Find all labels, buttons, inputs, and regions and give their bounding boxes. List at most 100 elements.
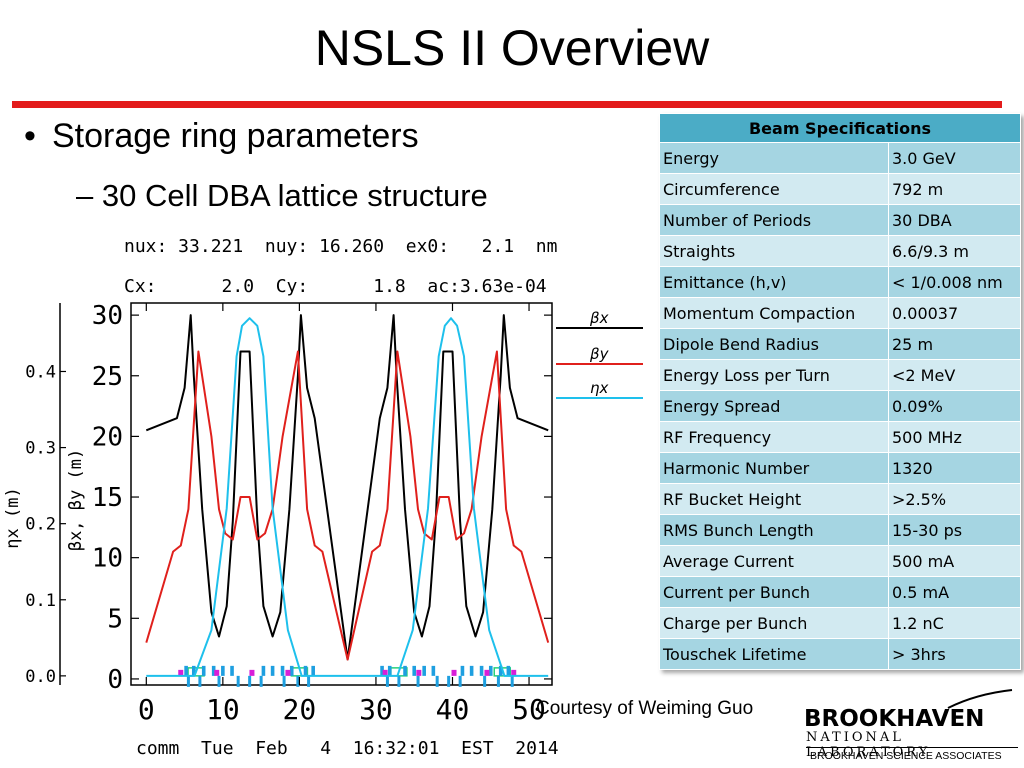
spec-value: 792 m — [888, 173, 1021, 205]
sextupole-marker — [178, 669, 184, 676]
spec-row: Average Current 500 mA — [659, 545, 1021, 577]
spec-param: Circumference — [659, 173, 889, 205]
legend-etax-label: ηx — [590, 379, 609, 397]
logo-swoosh-icon — [947, 689, 1013, 709]
spec-row: Momentum Compaction 0.00037 — [659, 297, 1021, 329]
spec-row: Energy Loss per Turn <2 MeV — [659, 359, 1021, 391]
lattice-function-chart: 0 5 10 15 20 25 30 0.0 0.1 0.2 0.3 0.4 0 10 20 30 40 50 ηx… — [3, 301, 643, 726]
eta-tick-label: 0.3 — [25, 439, 56, 459]
x-tick-label: 50 — [512, 693, 546, 726]
eta-axis-title: ηx (m) — [3, 487, 23, 548]
bullet-storage-ring: • Storage ring parameters — [24, 112, 419, 160]
eta-tick-label: 0.4 — [25, 362, 56, 382]
bpm-marker — [307, 675, 311, 687]
beam-spec-table: Beam Specifications Energy 3.0 GeV Circumf… — [659, 113, 1021, 670]
spec-param: Charge per Bunch — [659, 607, 889, 639]
spec-value: <2 MeV — [888, 359, 1021, 391]
spec-param: Average Current — [659, 545, 889, 577]
spec-value: 0.5 mA — [888, 576, 1021, 608]
spec-param: Energy Spread — [659, 390, 889, 422]
spec-value: 30 DBA — [888, 204, 1021, 236]
spec-value: 1320 — [888, 452, 1021, 484]
bpm-marker — [217, 675, 221, 687]
spec-row: Circumference 792 m — [659, 173, 1021, 205]
spec-row: Energy Spread 0.09% — [659, 390, 1021, 422]
plot-header-line-1: nux: 33.221 nuy: 16.260 ex0: 2.1 nm — [124, 236, 558, 257]
beta-tick-label: 10 — [92, 544, 123, 574]
quad-marker — [221, 665, 225, 676]
spec-param: Energy — [659, 142, 889, 174]
spec-value: 0.00037 — [888, 297, 1021, 329]
bullet-dot: • — [24, 117, 36, 155]
spec-row: RF Frequency 500 MHz — [659, 421, 1021, 453]
quad-marker — [431, 665, 436, 676]
quad-marker — [303, 665, 308, 676]
betay-line — [145, 350, 550, 661]
beta-tick-label: 5 — [107, 604, 123, 634]
bpm-marker — [236, 675, 240, 687]
spec-value: 0.09% — [888, 390, 1021, 422]
eta-tick-label: 0.2 — [25, 515, 56, 535]
bpm-marker — [435, 675, 439, 687]
quad-marker — [184, 665, 188, 676]
beta-tick-label: 30 — [92, 301, 123, 331]
spec-param: Dipole Bend Radius — [659, 328, 889, 360]
sextupole-marker — [382, 669, 388, 676]
x-tick-label: 30 — [359, 693, 393, 726]
quad-marker — [380, 665, 384, 676]
spec-param: RF Frequency — [659, 421, 889, 453]
spec-row: Charge per Bunch 1.2 nC — [659, 607, 1021, 639]
quad-marker — [311, 665, 315, 676]
logo-name: BROOKHAVEN — [804, 706, 985, 732]
spec-value: < 1/0.008 nm — [888, 266, 1021, 298]
slide-title: NSLS II Overview — [314, 20, 710, 76]
beta-tick-label: 25 — [92, 362, 123, 392]
sextupole-marker — [249, 669, 255, 676]
title-divider — [12, 101, 1002, 108]
spec-param: RMS Bunch Length — [659, 514, 889, 546]
spec-param: Touschek Lifetime — [659, 638, 889, 670]
etax-line — [146, 317, 549, 677]
quad-marker — [387, 665, 392, 676]
beta-tick-label: 20 — [92, 422, 123, 452]
quad-marker — [498, 665, 503, 676]
quad-marker — [479, 665, 484, 676]
beam-spec-header: Beam Specifications — [659, 113, 1021, 143]
bullet-lattice: – 30 Cell DBA lattice structure — [76, 178, 488, 213]
bpm-marker — [447, 675, 451, 687]
spec-value: 500 MHz — [888, 421, 1021, 453]
spec-param: Number of Periods — [659, 204, 889, 236]
spec-row: Emittance (h,v) < 1/0.008 nm — [659, 266, 1021, 298]
spec-row: Energy 3.0 GeV — [659, 142, 1021, 174]
spec-param: Emittance (h,v) — [659, 266, 889, 298]
legend-betax-label: βx — [589, 309, 609, 327]
eta-tick-label: 0.1 — [25, 591, 56, 611]
x-tick-label: 0 — [138, 693, 155, 726]
quad-marker — [506, 665, 511, 676]
bpm-marker — [510, 675, 514, 687]
spec-value: 500 mA — [888, 545, 1021, 577]
quad-marker — [230, 665, 234, 676]
beta-tick-label: 0 — [107, 665, 123, 695]
spec-row: RMS Bunch Length 15-30 ps — [659, 514, 1021, 546]
x-tick-label: 20 — [283, 693, 317, 726]
bpm-marker — [198, 675, 202, 687]
sextupole-marker — [285, 669, 291, 676]
quad-marker — [261, 665, 266, 676]
bpm-marker — [483, 675, 487, 687]
plot-header-line-2: Cx: 2.0 Cy: 1.8 ac:3.63e-04 — [124, 276, 547, 297]
betax-line — [145, 314, 549, 661]
plot-frame — [130, 302, 553, 686]
quad-marker — [460, 665, 465, 676]
sextupole-marker — [416, 669, 422, 676]
quad-marker — [201, 665, 206, 676]
spec-value: > 3hrs — [888, 638, 1021, 670]
bpm-marker — [385, 675, 389, 687]
spec-param: Straights — [659, 235, 889, 267]
spec-row: Harmonic Number 1320 — [659, 452, 1021, 484]
quad-marker — [289, 665, 294, 676]
legend-betay-label: βy — [589, 345, 610, 363]
spec-param: RF Bucket Height — [659, 483, 889, 515]
spec-value: 15-30 ps — [888, 514, 1021, 546]
spec-value: 25 m — [888, 328, 1021, 360]
